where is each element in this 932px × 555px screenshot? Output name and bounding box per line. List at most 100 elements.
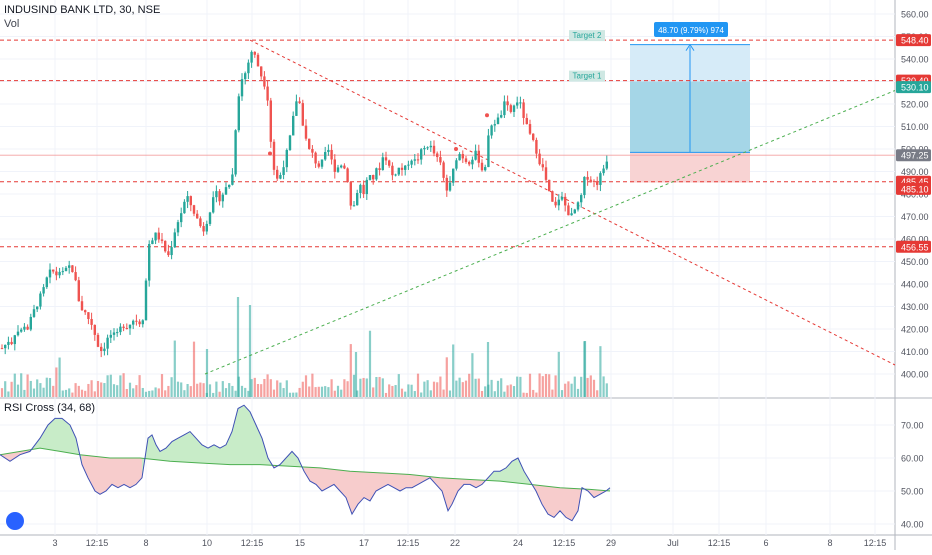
volume-bar [71, 392, 74, 397]
rsi-fill [346, 470, 352, 515]
candle-body [244, 73, 247, 80]
candle-body [500, 115, 503, 118]
volume-bar [384, 392, 388, 397]
volume-bar [340, 389, 343, 397]
candle-body [468, 161, 471, 165]
candle-body [509, 105, 512, 112]
candle-body [442, 162, 445, 178]
volume-bar [378, 376, 381, 397]
volume-bar [605, 383, 608, 397]
long-position-tool: 48.70 (9.79%) 974 [630, 22, 750, 183]
candle-body [429, 145, 432, 148]
price-tick-label: 420.00 [901, 325, 929, 335]
candle-body [109, 334, 112, 338]
candle-body [135, 320, 138, 322]
rsi-fill [512, 458, 518, 484]
volume-bar [186, 384, 189, 397]
volume-bar [317, 386, 320, 397]
candle-body [266, 86, 269, 101]
candle-body [186, 196, 189, 202]
candle-body [263, 76, 266, 87]
candle-body [544, 167, 548, 180]
rsi-fill [388, 473, 394, 488]
candle-body [240, 79, 244, 97]
volume-bar [324, 386, 327, 397]
price-tick-label: 450.00 [901, 257, 929, 267]
volume-bar [135, 385, 138, 397]
candle-body [64, 267, 68, 272]
candle-body [90, 319, 93, 325]
candle-body [87, 312, 90, 320]
volume-bar [576, 388, 580, 397]
candle-body [519, 102, 522, 104]
candle-body [324, 152, 327, 160]
volume-bar [436, 382, 439, 397]
volume-bar [554, 375, 557, 397]
volume-bar [397, 374, 400, 397]
volume-bar [164, 390, 167, 397]
rsi-fill [190, 431, 196, 463]
candle-body [164, 240, 167, 252]
candle-body [564, 196, 567, 206]
rsi-fill [518, 458, 524, 484]
candle-body [413, 159, 416, 161]
volume-bar [236, 297, 240, 397]
candle-body [26, 326, 29, 330]
volume-bar [167, 385, 170, 397]
volume-bar [93, 391, 96, 397]
volume-bar [388, 384, 391, 397]
volume-bar [346, 381, 349, 397]
volume-bar [391, 385, 394, 397]
volume-bar [583, 341, 587, 397]
volume-bar [525, 392, 528, 397]
rsi-fill [476, 479, 482, 488]
time-tick-label: 10 [202, 538, 212, 548]
volume-bar [132, 388, 135, 397]
rsi-fill [382, 472, 388, 488]
candle-body [314, 152, 317, 164]
volume-bar [80, 389, 84, 397]
volume-bar [551, 389, 554, 397]
candle-body [237, 96, 240, 131]
candle-body [557, 199, 560, 206]
candle-body [52, 269, 55, 272]
volume-bar [128, 382, 132, 397]
candle-body [336, 167, 340, 172]
volume-bar [263, 378, 266, 397]
volume-bar [0, 388, 4, 397]
candle-body [84, 310, 87, 313]
target-label: Target 2 [573, 31, 602, 40]
candle-body [167, 251, 170, 256]
candle-body [580, 195, 583, 203]
volume-bar [189, 386, 192, 397]
volume-bar [58, 357, 61, 397]
price-tag: 548.40 [901, 36, 929, 46]
tradingview-logo-icon[interactable] [6, 512, 24, 530]
candle-body [0, 348, 4, 350]
downtrend-line [249, 39, 896, 366]
candle-body [493, 124, 496, 126]
candle-body [298, 101, 301, 104]
volume-bar [330, 379, 333, 397]
candle-body [436, 153, 439, 158]
volume-bar [400, 388, 404, 397]
candle-body [327, 149, 330, 153]
rsi-fill [130, 458, 136, 488]
price-tag: 485.45 [901, 177, 929, 187]
volume-bar [301, 381, 304, 397]
volume-bar [119, 375, 122, 397]
candle-body [202, 226, 205, 232]
volume-bar [292, 392, 295, 397]
candle-body [301, 103, 304, 126]
candle-body [224, 187, 228, 195]
rsi-fill [536, 485, 542, 505]
rsi-fill [226, 431, 232, 465]
candle-body [189, 196, 192, 206]
volume-bar [96, 380, 100, 397]
volume-bar [42, 387, 45, 397]
volume-bar [109, 374, 112, 397]
volume-bar [90, 380, 93, 397]
candle-body [554, 201, 557, 206]
